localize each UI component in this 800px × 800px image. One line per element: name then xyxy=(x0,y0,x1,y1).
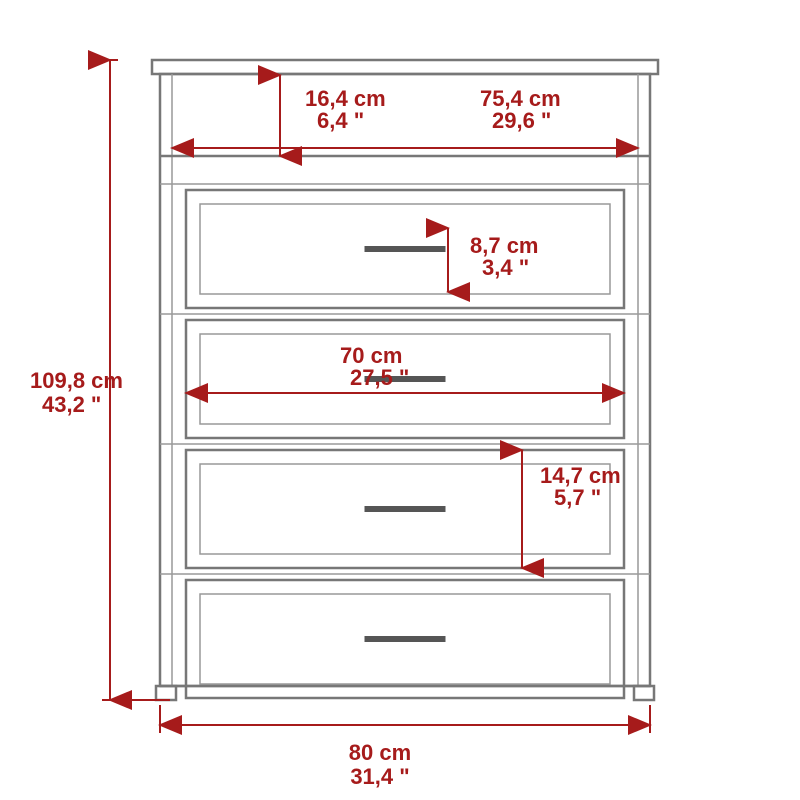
svg-text:3,4 ": 3,4 " xyxy=(482,255,529,280)
svg-text:80 cm: 80 cm xyxy=(349,740,411,765)
dimension-diagram: 109,8 cm43,2 "80 cm31,4 "16,4 cm6,4 "75,… xyxy=(0,0,800,800)
svg-text:6,4 ": 6,4 " xyxy=(317,108,364,133)
svg-text:109,8 cm: 109,8 cm xyxy=(30,368,123,393)
svg-text:5,7 ": 5,7 " xyxy=(554,485,601,510)
svg-text:27,5 ": 27,5 " xyxy=(350,365,409,390)
svg-text:29,6 ": 29,6 " xyxy=(492,108,551,133)
svg-text:31,4 ": 31,4 " xyxy=(350,764,409,789)
svg-text:43,2 ": 43,2 " xyxy=(42,392,101,417)
